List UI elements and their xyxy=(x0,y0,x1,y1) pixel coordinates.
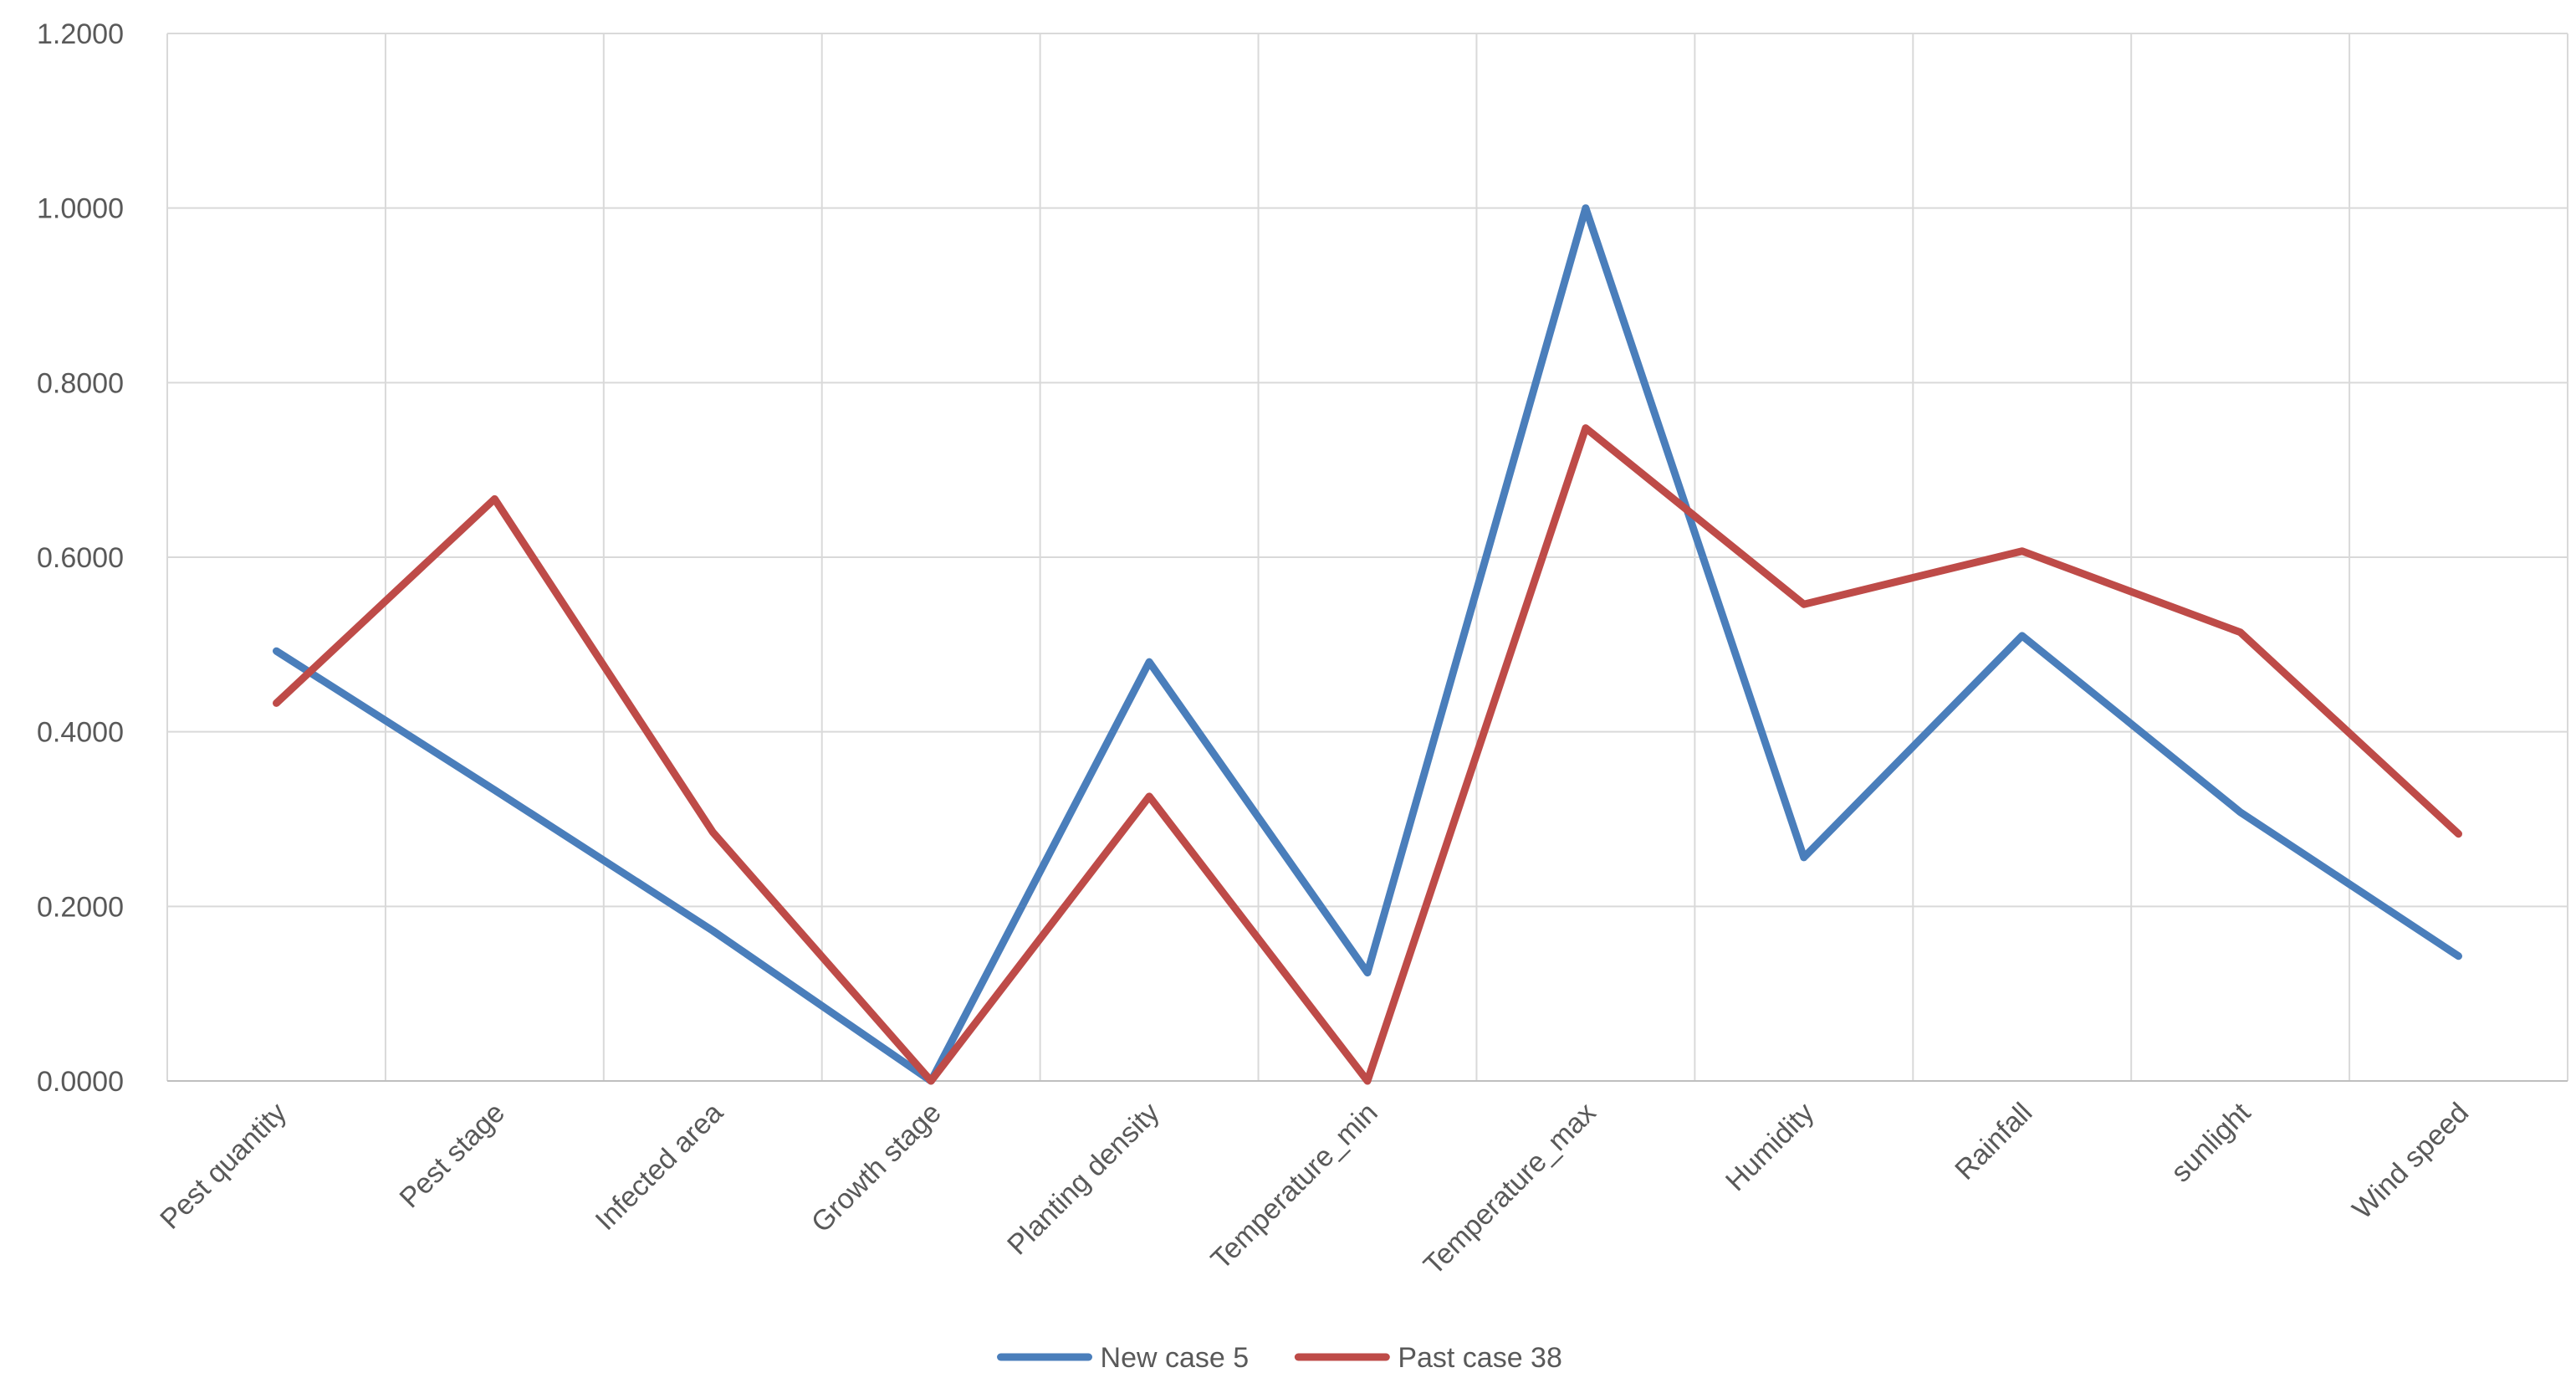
y-tick-label: 0.0000 xyxy=(37,1066,124,1098)
legend-label: New case 5 xyxy=(1101,1342,1250,1374)
x-tick-label: Wind speed xyxy=(2346,1097,2475,1226)
gridlines xyxy=(166,33,2568,1081)
x-tick-label: Planting density xyxy=(1001,1097,1166,1262)
x-tick-label: Humidity xyxy=(1720,1097,1820,1197)
x-tick-label: Infected area xyxy=(590,1097,729,1237)
x-tick-label: Pest stage xyxy=(394,1097,511,1214)
series-lines xyxy=(273,204,2462,1085)
y-tick-label: 0.8000 xyxy=(37,367,124,399)
legend-label: Past case 38 xyxy=(1398,1342,1562,1374)
legend: New case 5 Past case 38 xyxy=(997,1342,1562,1374)
series-line xyxy=(273,204,2462,1085)
series-line xyxy=(273,424,2462,1085)
y-tick-label: 1.2000 xyxy=(37,18,124,50)
x-tick-label: sunlight xyxy=(2165,1096,2257,1188)
y-tick-label: 0.6000 xyxy=(37,542,124,574)
x-tick-label: Growth stage xyxy=(805,1097,948,1239)
x-tick-label: Temperature_max xyxy=(1418,1097,1602,1282)
x-tick-label: Temperature_min xyxy=(1205,1097,1384,1276)
x-tick-label: Rainfall xyxy=(1949,1097,2038,1186)
y-tick-label: 0.2000 xyxy=(37,891,124,923)
y-tick-label: 1.0000 xyxy=(37,193,124,225)
y-tick-label: 0.4000 xyxy=(37,717,124,749)
x-tick-label: Pest quantity xyxy=(154,1097,293,1236)
